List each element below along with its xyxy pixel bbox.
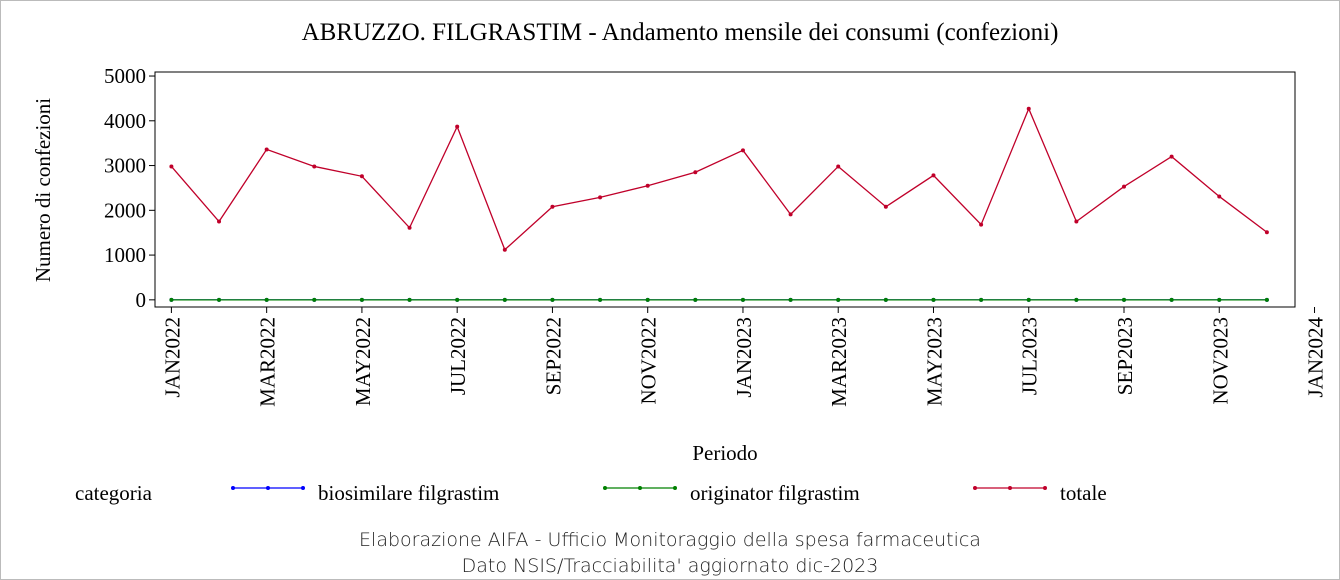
y-axis-label: Numero di confezioni [31, 98, 55, 282]
point [1217, 194, 1222, 199]
y-tick-label: 0 [136, 288, 147, 312]
point [1026, 106, 1031, 111]
point [1122, 184, 1126, 189]
point [645, 183, 650, 188]
point [455, 124, 460, 129]
x-tick-label: JAN2022 [160, 317, 184, 398]
point [550, 297, 555, 302]
x-tick-label: JUL2023 [1018, 317, 1042, 395]
point [1074, 297, 1079, 302]
point [1026, 297, 1031, 302]
point [1264, 230, 1269, 235]
point [693, 170, 698, 175]
point [407, 297, 412, 302]
point [455, 297, 460, 302]
point [169, 164, 174, 169]
legend-label: biosimilare filgrastim [318, 481, 499, 505]
point [550, 204, 555, 209]
y-tick-label: 1000 [104, 243, 146, 267]
x-tick-label: SEP2023 [1113, 317, 1137, 395]
point [217, 219, 222, 224]
point [836, 164, 841, 169]
point [693, 297, 698, 302]
x-tick-label: JAN2023 [732, 317, 756, 398]
plot-area [154, 71, 1296, 308]
point [502, 297, 507, 302]
legend-label: totale [1060, 481, 1107, 505]
point [740, 148, 745, 153]
point [502, 247, 507, 252]
legend-point [1008, 486, 1012, 490]
y-tick-label: 4000 [104, 109, 146, 133]
point [264, 147, 269, 152]
point [169, 297, 174, 302]
point [1074, 219, 1079, 224]
legend-point [603, 486, 607, 490]
y-tick-label: 5000 [104, 64, 146, 88]
x-tick-label: NOV2023 [1208, 317, 1232, 405]
point [883, 297, 888, 302]
point [1264, 297, 1269, 302]
point [979, 297, 984, 302]
point [598, 195, 603, 200]
point [359, 174, 364, 179]
point [312, 297, 317, 302]
legend-point [973, 486, 977, 490]
legend-point [673, 486, 677, 490]
x-tick-label: MAR2022 [256, 317, 280, 407]
point [740, 297, 745, 302]
legend-point [266, 486, 270, 490]
point [1217, 297, 1222, 302]
point [645, 297, 650, 302]
x-tick-label: SEP2022 [541, 317, 565, 395]
point [979, 222, 984, 227]
point [788, 297, 793, 302]
point [1169, 297, 1174, 302]
x-tick-label: NOV2022 [637, 317, 661, 405]
legend-point [638, 486, 642, 490]
x-tick-label: MAR2023 [827, 317, 851, 407]
y-tick-label: 2000 [104, 198, 146, 222]
point [931, 173, 936, 178]
legend-title: categoria [75, 481, 153, 505]
footnote: Elaborazione AIFA - Ufficio Monitoraggio… [359, 529, 981, 551]
x-tick-label: MAY2022 [351, 317, 375, 406]
footnote: Dato NSIS/Tracciabilita' aggiornato dic-… [462, 555, 879, 577]
point [836, 297, 841, 302]
point [407, 225, 412, 230]
point [1122, 297, 1126, 302]
point [264, 297, 269, 302]
point [1169, 154, 1174, 159]
point [312, 164, 317, 169]
point [788, 212, 793, 217]
legend-label: originator filgrastim [690, 481, 860, 505]
x-tick-label: JAN2024 [1304, 317, 1328, 398]
legend-point [231, 486, 235, 490]
point [359, 297, 364, 302]
x-axis-label: Periodo [692, 441, 757, 465]
y-tick-label: 3000 [104, 154, 146, 178]
x-tick-label: MAY2023 [922, 317, 946, 406]
legend-point [301, 486, 305, 490]
point [598, 297, 603, 302]
legend-point [1043, 486, 1047, 490]
point [883, 204, 888, 209]
series-line [170, 107, 1268, 251]
point [931, 297, 936, 302]
chart-title: ABRUZZO. FILGRASTIM - Andamento mensile … [302, 19, 1059, 46]
x-tick-label: JUL2022 [446, 317, 470, 395]
point [217, 297, 222, 302]
